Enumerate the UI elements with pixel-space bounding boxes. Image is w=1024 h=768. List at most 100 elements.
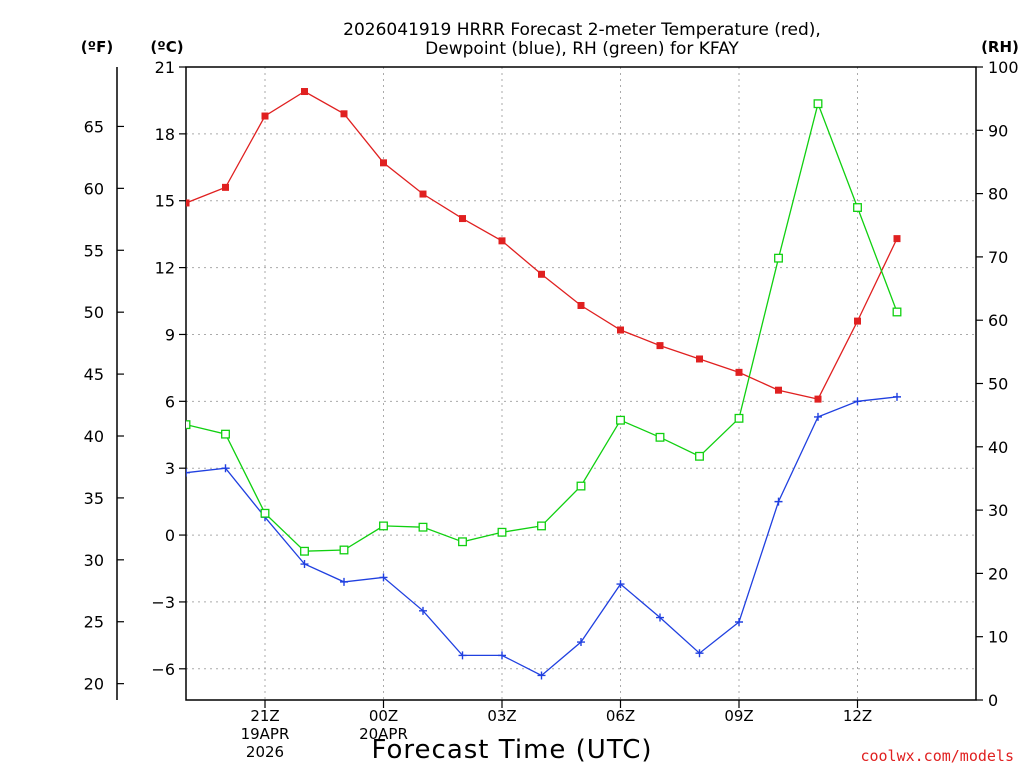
celsius-tick-label: 18 xyxy=(155,125,175,144)
dewpoint-point xyxy=(221,464,230,473)
x-tick-label: 12Z xyxy=(843,707,872,725)
dewpoint-point xyxy=(853,397,862,406)
temperature-point xyxy=(340,110,348,118)
temperature-point xyxy=(380,159,387,167)
rh-tick-label: 90 xyxy=(988,121,1008,140)
rh-tick-label: 100 xyxy=(988,58,1019,77)
data-series xyxy=(186,88,902,680)
temperature-point xyxy=(775,386,782,394)
rh-point xyxy=(616,415,625,425)
dewpoint-point xyxy=(656,613,664,622)
dewpoint-point xyxy=(616,580,625,589)
fahrenheit-tick-label: 60 xyxy=(84,179,104,198)
dewpoint-line xyxy=(186,396,898,677)
celsius-tick-label: −3 xyxy=(151,593,175,612)
rh-point xyxy=(655,432,665,442)
rh-tick-label: 50 xyxy=(988,375,1008,394)
dewpoint-point xyxy=(379,573,388,582)
temperature-point xyxy=(854,317,861,325)
dewpoint-point xyxy=(537,671,546,680)
x-tick-label: 06Z xyxy=(606,707,635,725)
rh-point xyxy=(458,537,467,547)
temperature-point xyxy=(735,368,743,376)
fahrenheit-tick-label: 55 xyxy=(84,241,104,260)
celsius-tick-label: 21 xyxy=(155,58,175,77)
chart-title-line1: 2026041919 HRRR Forecast 2-meter Tempera… xyxy=(343,20,821,40)
rh-point xyxy=(260,508,270,518)
celsius-tick-label: 15 xyxy=(155,192,175,211)
rh-point xyxy=(300,546,309,556)
temperature-point xyxy=(498,237,506,245)
x-tick-label: 20APR xyxy=(359,725,408,743)
temperature-point xyxy=(261,112,269,120)
rh-point xyxy=(186,420,191,430)
fahrenheit-tick-label: 45 xyxy=(84,365,104,384)
rh-tick-label: 10 xyxy=(988,628,1008,647)
dewpoint-point xyxy=(498,651,506,660)
rh-point xyxy=(379,521,388,531)
rh-line xyxy=(186,101,898,552)
rh-tick-label: 60 xyxy=(988,311,1008,330)
fahrenheit-tick-label: 25 xyxy=(84,613,104,632)
dewpoint-point xyxy=(695,649,704,658)
fahrenheit-tick-label: 20 xyxy=(84,675,104,694)
plot-frame xyxy=(185,66,977,701)
dewpoint-point xyxy=(577,638,585,647)
rh-point xyxy=(734,413,744,423)
dewpoint-point xyxy=(814,412,822,421)
dewpoint-point xyxy=(186,468,190,477)
x-tick-label: 03Z xyxy=(487,707,516,725)
temperature-point xyxy=(617,326,624,334)
dewpoint-point xyxy=(735,617,743,626)
temperature-line xyxy=(186,90,898,400)
dewpoint-point xyxy=(419,606,427,615)
celsius-tick-label: 12 xyxy=(155,259,175,278)
celsius-tick-label: 9 xyxy=(165,325,175,344)
source-credit: coolwx.com/models xyxy=(860,747,1014,765)
rh-point xyxy=(221,429,230,439)
temperature-point xyxy=(459,215,466,223)
dewpoint-point xyxy=(774,497,783,506)
chart-title-line2: Dewpoint (blue), RH (green) for KFAY xyxy=(425,39,739,59)
temperature-point xyxy=(696,355,703,363)
rh-tick-label: 70 xyxy=(988,248,1008,267)
fahrenheit-tick-label: 40 xyxy=(84,427,104,446)
temperature-point xyxy=(577,301,585,309)
temperature-point xyxy=(419,190,427,198)
x-tick-label: 2026 xyxy=(246,743,284,761)
rh-point xyxy=(892,307,902,317)
fahrenheit-tick-label: 65 xyxy=(84,117,104,136)
x-tick-label: 21Z xyxy=(250,707,279,725)
temperature-point xyxy=(222,183,229,191)
celsius-unit-label: (ºC) xyxy=(150,38,183,56)
fahrenheit-tick-label: 30 xyxy=(84,551,104,570)
rh-unit-label: (RH) xyxy=(981,38,1019,56)
dewpoint-point xyxy=(458,651,467,660)
fahrenheit-tick-label: 50 xyxy=(84,303,104,322)
rh-tick-label: 30 xyxy=(988,501,1008,520)
x-tick-label: 00Z xyxy=(369,707,398,725)
rh-tick-label: 80 xyxy=(988,185,1008,204)
rh-point xyxy=(576,481,586,491)
dewpoint-point xyxy=(893,392,901,401)
rh-tick-label: 40 xyxy=(988,438,1008,457)
rh-point xyxy=(695,451,704,461)
celsius-tick-label: −6 xyxy=(151,660,175,679)
temperature-point xyxy=(301,88,308,96)
rh-point xyxy=(537,521,546,531)
rh-point xyxy=(853,203,862,212)
x-axis-label: Forecast Time (UTC) xyxy=(371,735,652,765)
fahrenheit-unit-label: (ºF) xyxy=(81,38,113,56)
axes xyxy=(116,66,983,708)
grid-lines xyxy=(186,67,976,700)
rh-point xyxy=(418,522,428,532)
rh-point xyxy=(339,545,349,555)
temperature-point xyxy=(656,342,664,350)
rh-tick-label: 0 xyxy=(988,691,998,710)
tick-labels: 211815129630−3−6656055504540353025201009… xyxy=(84,58,1019,761)
temperature-point xyxy=(186,199,190,207)
temperature-point xyxy=(814,395,822,403)
dewpoint-point xyxy=(340,577,348,586)
temperature-point xyxy=(893,235,901,243)
dewpoint-point xyxy=(300,560,309,569)
